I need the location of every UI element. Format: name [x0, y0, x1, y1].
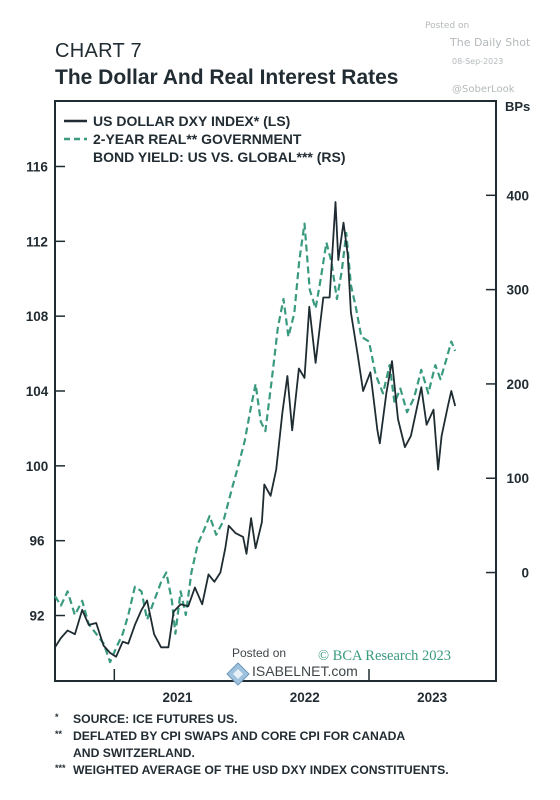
x-tick-label: 2022 — [290, 690, 320, 705]
footnote-marker: * — [55, 712, 59, 722]
isabelnet-watermark: Posted on ISABELNET.com — [226, 646, 358, 686]
watermark-site: The Daily Shot — [450, 36, 531, 49]
plot-frame — [54, 100, 497, 682]
x-tick-label: 2021 — [162, 690, 193, 705]
watermark-date: 08-Sep-2023 — [452, 57, 504, 66]
right-tick-label: 0 — [521, 566, 529, 581]
x-axis: 2021 2022 2023 — [113, 669, 448, 705]
footnote-text: DEFLATED BY CPI SWAPS AND CORE CPI FOR C… — [73, 729, 406, 743]
isabelnet-diamond-inner-icon — [233, 669, 243, 679]
left-tick-label: 112 — [26, 234, 48, 249]
footnote-marker: ** — [55, 729, 63, 739]
left-axis: 92 96 100 104 108 112 116 — [26, 159, 65, 624]
chart-title: The Dollar And Real Interest Rates — [55, 66, 399, 89]
left-tick-label: 92 — [29, 609, 44, 624]
footnote-line: ** DEFLATED BY CPI SWAPS AND CORE CPI FOR… — [55, 728, 449, 745]
left-tick-label: 100 — [26, 459, 49, 474]
legend-label-yield-line1: 2-YEAR REAL** GOVERNMENT — [93, 131, 302, 147]
series-line-real-yield — [54, 222, 457, 664]
right-tick-label: 300 — [506, 283, 529, 298]
source-credit: © BCA Research 2023 — [318, 648, 451, 664]
footnote-text: AND SWITZERLAND. — [73, 746, 195, 760]
series-lines — [54, 201, 457, 664]
watermark-handle: @SoberLook — [452, 84, 515, 95]
chart-label: CHART 7 — [55, 40, 142, 62]
left-tick-label: 104 — [26, 384, 49, 399]
legend-label-dxy: US DOLLAR DXY INDEX* (LS) — [93, 113, 290, 129]
left-tick-label: 108 — [26, 309, 49, 324]
left-tick-label: 96 — [29, 534, 45, 549]
x-tick-label: 2023 — [417, 690, 448, 705]
right-axis-unit: BPs — [505, 99, 530, 114]
footnote-text: SOURCE: ICE FUTURES US. — [73, 712, 238, 726]
isabelnet-posted-on: Posted on — [232, 646, 286, 660]
footnotes: * SOURCE: ICE FUTURES US. ** DEFLATED BY CP… — [55, 711, 449, 779]
footnote-line: * SOURCE: ICE FUTURES US. — [55, 711, 449, 728]
legend-label-yield-line2: BOND YIELD: US VS. GLOBAL*** (RS) — [93, 149, 346, 165]
right-tick-label: 400 — [506, 188, 529, 203]
left-tick-label: 116 — [26, 159, 48, 174]
legend: US DOLLAR DXY INDEX* (LS) 2-YEAR REAL** … — [64, 113, 346, 165]
watermark-posted-on: Posted on — [425, 21, 470, 31]
isabelnet-site: ISABELNET.com — [252, 663, 358, 679]
footnote-text: WEIGHTED AVERAGE OF THE USD DXY INDEX CO… — [73, 763, 449, 777]
footnote-line: AND SWITZERLAND. — [55, 745, 449, 762]
right-tick-label: 100 — [506, 471, 529, 486]
right-tick-label: 200 — [506, 377, 529, 392]
footnote-line: *** WEIGHTED AVERAGE OF THE USD DXY INDEX… — [55, 762, 449, 779]
footnote-marker: *** — [55, 763, 66, 773]
right-axis: 0 100 200 300 400 — [486, 188, 529, 581]
series-line-dxy — [54, 201, 457, 658]
